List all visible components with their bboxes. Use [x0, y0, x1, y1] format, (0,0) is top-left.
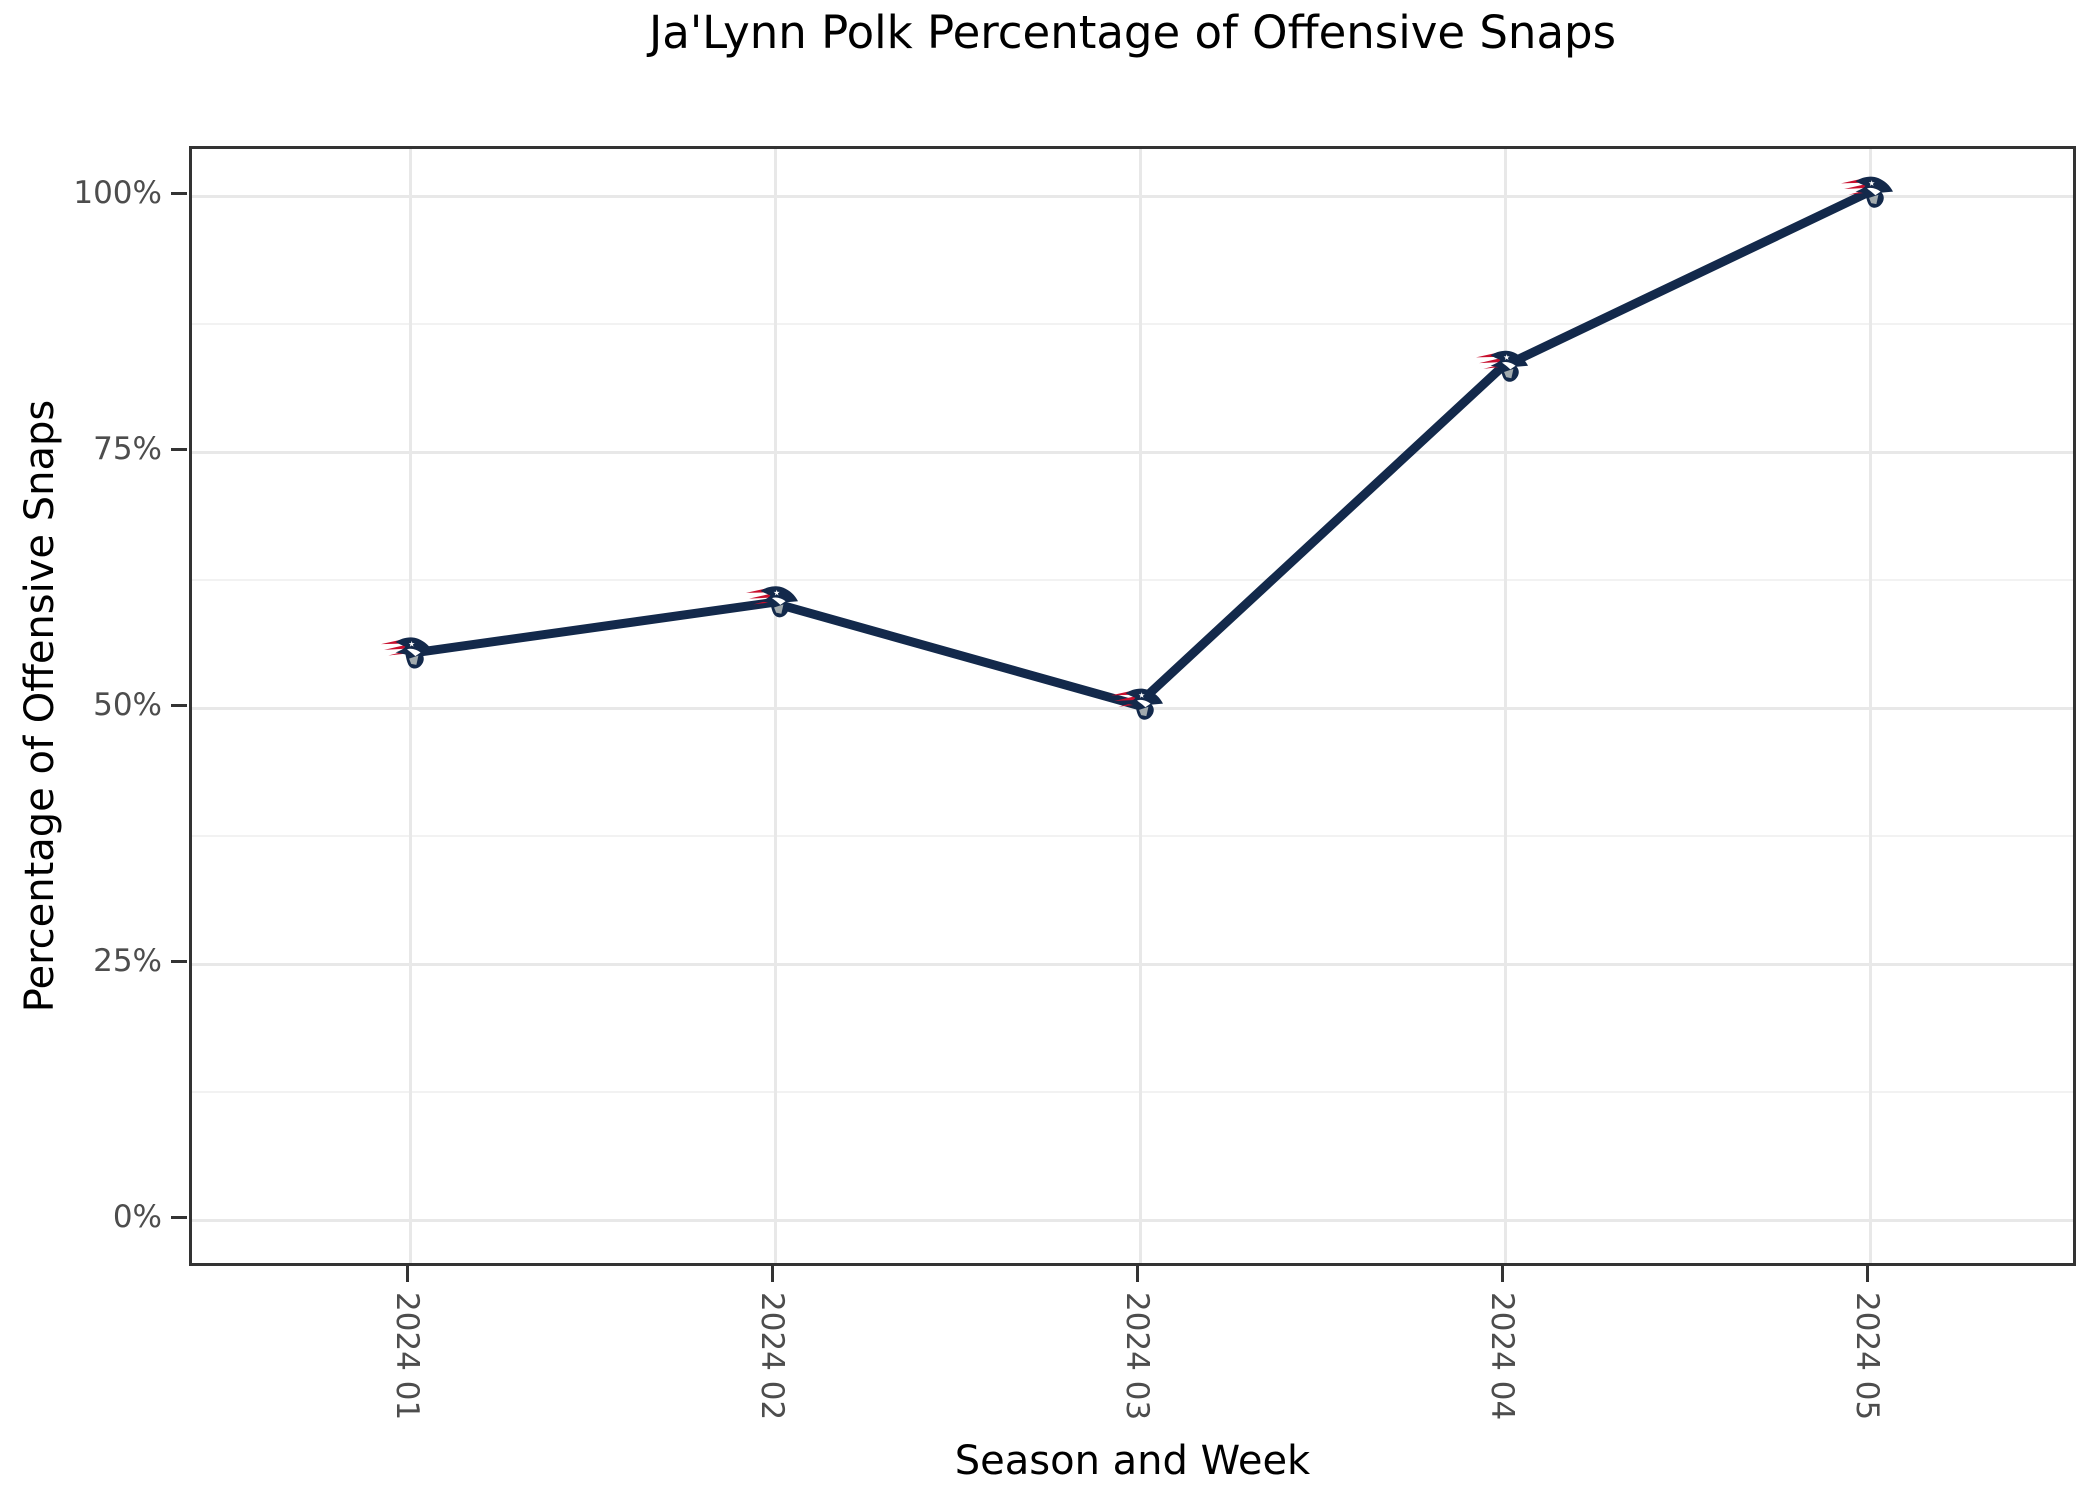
y-tick-mark: [171, 1215, 187, 1219]
y-tick-label: 0%: [112, 1199, 162, 1235]
gridline-y-major: [192, 706, 2073, 710]
gridline-x-major: [1138, 149, 1142, 1263]
x-axis-title: Season and Week: [954, 1438, 1311, 1484]
x-tick-mark: [1865, 1266, 1869, 1282]
y-tick-label: 50%: [93, 687, 162, 723]
chart-title: Ja'Lynn Polk Percentage of Offensive Sna…: [648, 6, 1617, 59]
gridline-y-minor: [192, 835, 2073, 837]
x-tick-mark: [770, 1266, 774, 1282]
x-tick-label: 2024 03: [1119, 1292, 1155, 1421]
x-tick-label: 2024 05: [1849, 1292, 1885, 1421]
x-tick-mark: [1135, 1266, 1139, 1282]
gridline-x-major: [1868, 149, 1872, 1263]
y-tick-mark: [171, 959, 187, 963]
x-tick-mark: [405, 1266, 409, 1282]
gridline-y-minor: [192, 579, 2073, 581]
plot-area: [189, 146, 2076, 1266]
y-tick-label: 75%: [93, 431, 162, 467]
gridline-x-major: [1503, 149, 1507, 1263]
gridline-x-major: [408, 149, 412, 1263]
y-tick-label: 25%: [93, 943, 162, 979]
x-tick-label: 2024 01: [389, 1292, 425, 1421]
x-tick-label: 2024 02: [754, 1292, 790, 1421]
gridline-y-major: [192, 1218, 2073, 1222]
gridline-y-major: [192, 962, 2073, 966]
gridline-y-major: [192, 194, 2073, 198]
y-tick-mark: [171, 447, 187, 451]
gridline-y-minor: [192, 1091, 2073, 1093]
gridline-y-major: [192, 450, 2073, 454]
y-tick-label: 100%: [73, 175, 162, 211]
x-tick-label: 2024 04: [1484, 1292, 1520, 1421]
gridline-y-minor: [192, 323, 2073, 325]
y-tick-mark: [171, 191, 187, 195]
y-tick-mark: [171, 703, 187, 707]
gridline-x-major: [773, 149, 777, 1263]
x-tick-mark: [1500, 1266, 1504, 1282]
